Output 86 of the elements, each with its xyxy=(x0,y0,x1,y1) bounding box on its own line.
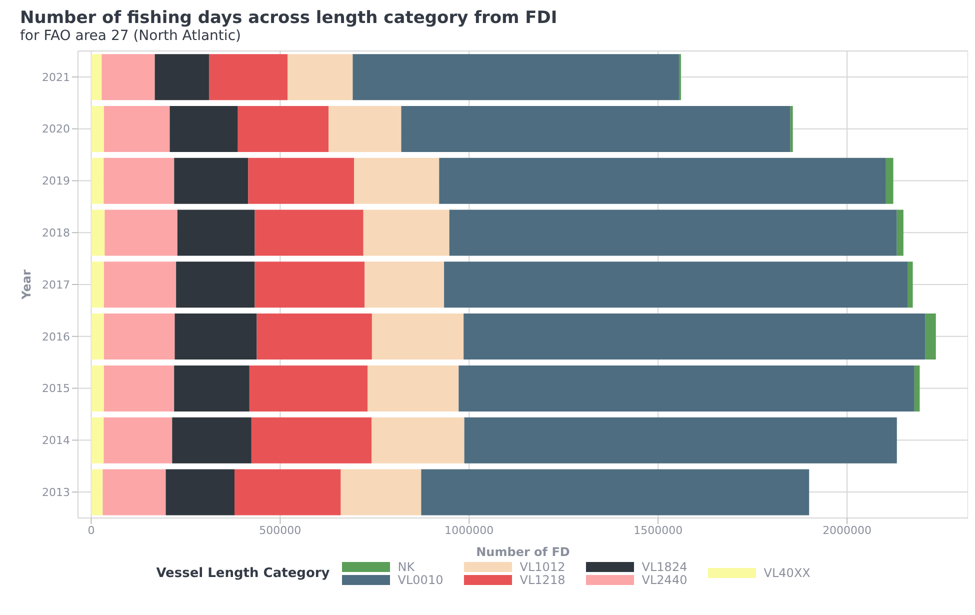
x-tick-label: 500000 xyxy=(259,524,302,537)
bar xyxy=(174,365,250,412)
bar xyxy=(354,158,440,204)
bar xyxy=(372,314,464,360)
x-tick-label: 1000000 xyxy=(444,524,494,537)
bar xyxy=(288,54,353,100)
bar xyxy=(464,417,897,464)
bar xyxy=(328,106,402,152)
bar xyxy=(91,210,105,256)
y-tick-label: 2014 xyxy=(42,434,70,448)
y-tick-label: 2018 xyxy=(42,226,70,240)
legend-label: VL0010 xyxy=(398,572,444,586)
bar xyxy=(172,417,252,464)
x-axis-title: Number of FD xyxy=(476,545,570,559)
bar xyxy=(352,54,679,100)
bar xyxy=(421,469,810,516)
bar xyxy=(925,314,936,360)
bar xyxy=(91,365,104,412)
bar xyxy=(363,210,450,256)
y-tick-label: 2015 xyxy=(42,382,70,396)
chart-subtitle: for FAO area 27 (North Atlantic) xyxy=(20,28,242,44)
bar xyxy=(176,262,255,308)
bar xyxy=(91,417,104,464)
y-tick-label: 2019 xyxy=(42,174,70,188)
bar xyxy=(372,417,464,464)
bar xyxy=(449,210,897,256)
bar xyxy=(368,365,459,412)
y-tick-label: 2017 xyxy=(42,278,70,292)
bar xyxy=(177,210,255,256)
bar xyxy=(234,469,341,516)
bar xyxy=(444,262,908,308)
bar xyxy=(174,158,248,204)
bar xyxy=(340,469,422,516)
y-axis-title: Year xyxy=(19,270,34,300)
y-tick-label: 2020 xyxy=(42,122,70,136)
x-tick-label: 2000000 xyxy=(822,524,872,537)
bar xyxy=(248,158,354,204)
bar xyxy=(154,54,209,100)
bar xyxy=(254,210,364,256)
bar xyxy=(91,262,104,308)
bar xyxy=(464,314,926,360)
bar xyxy=(102,54,155,100)
bar xyxy=(238,106,329,152)
x-tick-label: 0 xyxy=(88,524,95,537)
bar xyxy=(208,54,288,100)
bar xyxy=(439,158,886,204)
legend-label: VL1012 xyxy=(520,560,566,574)
bar xyxy=(254,262,365,308)
legend-label: VL1824 xyxy=(642,560,688,574)
bar xyxy=(886,158,894,204)
bar xyxy=(104,314,175,360)
bar xyxy=(104,106,170,152)
bar xyxy=(364,262,444,308)
bar xyxy=(914,365,920,412)
y-tick-label: 2013 xyxy=(42,486,70,499)
bar xyxy=(166,469,234,516)
legend-title: Vessel Length Category xyxy=(156,566,330,580)
legend-label: VL40XX xyxy=(764,566,812,580)
bar xyxy=(91,314,104,360)
legend-label: VL1218 xyxy=(520,572,566,586)
bar xyxy=(91,469,103,516)
bar xyxy=(104,262,176,308)
bar xyxy=(907,262,913,308)
bar xyxy=(104,365,174,412)
bar xyxy=(251,417,372,464)
chart-title: Number of fishing days across length category from FDI xyxy=(20,8,558,28)
legend-label: NK xyxy=(398,560,416,574)
bar xyxy=(104,158,174,204)
bar xyxy=(91,106,104,152)
bar xyxy=(458,365,914,412)
bar xyxy=(790,106,793,152)
bar xyxy=(174,314,257,360)
x-tick-label: 1500000 xyxy=(634,524,683,537)
bar xyxy=(249,365,368,412)
bar xyxy=(401,106,790,152)
bar xyxy=(91,54,102,100)
bar xyxy=(91,158,104,204)
bar xyxy=(256,314,372,360)
bar xyxy=(170,106,238,152)
bar xyxy=(102,469,166,516)
y-tick-label: 2016 xyxy=(42,330,70,344)
bar xyxy=(896,210,904,256)
bar xyxy=(104,210,178,256)
legend-label: VL2440 xyxy=(642,572,688,586)
y-tick-label: 2021 xyxy=(42,70,70,84)
bar xyxy=(104,417,172,464)
